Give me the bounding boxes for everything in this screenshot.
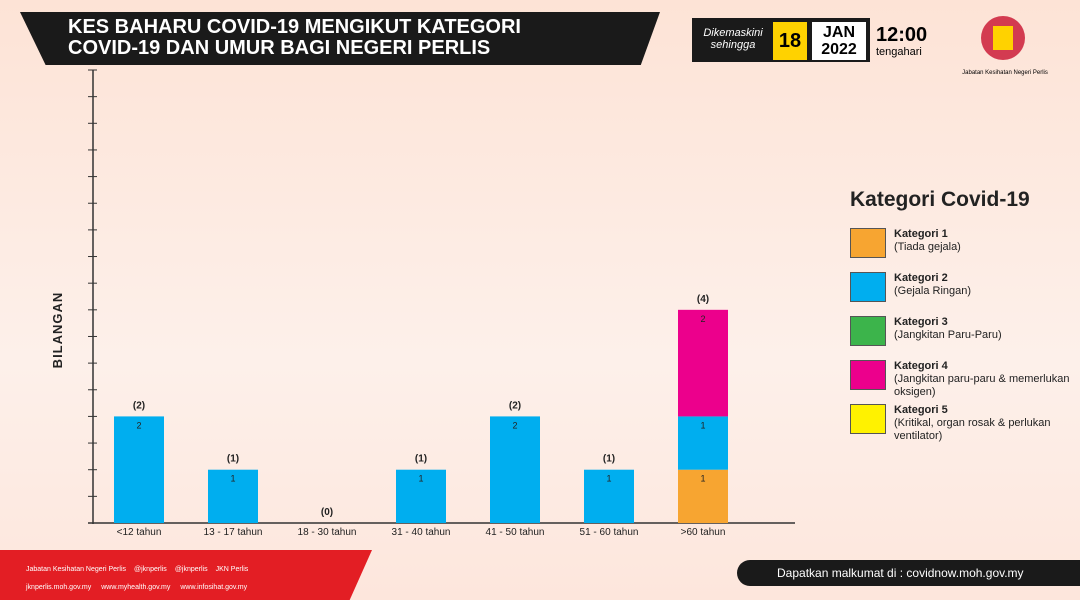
logo bbox=[981, 16, 1025, 60]
legend-text: Kategori 1 (Tiada gejala) bbox=[894, 228, 1074, 254]
bar-segment bbox=[490, 416, 540, 523]
legend-swatch bbox=[850, 272, 886, 302]
bar-segment bbox=[678, 416, 728, 470]
title-line: KES BAHARU COVID-19 MENGIKUT KATEGORI bbox=[68, 16, 521, 38]
segment-label: 2 bbox=[700, 314, 705, 324]
legend-description: (Gejala Ringan) bbox=[894, 285, 972, 297]
y-axis-label: BILANGAN bbox=[50, 292, 65, 369]
link: jknperlis.moh.gov.my bbox=[26, 584, 92, 591]
segment-label: 1 bbox=[606, 474, 611, 484]
x-tick-label: 51 - 60 tahun bbox=[580, 527, 639, 538]
total-label: (0) bbox=[321, 507, 333, 518]
link: www.infosihat.gov.my bbox=[180, 584, 248, 591]
bar-segment bbox=[396, 469, 446, 523]
legend-text: Kategori 5 (Kritikal, organ rosak & perlu… bbox=[894, 404, 1074, 443]
segment-label: 1 bbox=[700, 420, 705, 430]
bar-segment bbox=[678, 309, 728, 417]
x-tick-label: >60 tahun bbox=[681, 527, 726, 538]
total-label: (1) bbox=[415, 454, 427, 465]
x-tick-label: <12 tahun bbox=[117, 527, 162, 538]
links-row: jknperlis.moh.gov.my www.myhealth.gov.my… bbox=[26, 584, 247, 591]
logo-caption: Jabatan Kesihatan Negeri Perlis bbox=[962, 70, 1048, 76]
legend-name: Kategori 5 bbox=[894, 404, 948, 416]
updated-label: Dikemaskini sehingga bbox=[698, 27, 768, 51]
segment-label: 2 bbox=[512, 420, 517, 430]
total-label: (4) bbox=[697, 294, 709, 305]
total-label: (1) bbox=[603, 454, 615, 465]
time-period: tengahari bbox=[876, 46, 922, 58]
x-tick-label: 18 - 30 tahun bbox=[298, 527, 357, 538]
time: 12:00 bbox=[876, 24, 928, 46]
legend-text: Kategori 3 (Jangkitan Paru-Paru) bbox=[894, 316, 1074, 342]
legend-title: Kategori Covid-19 bbox=[850, 188, 1030, 211]
social-row: Jabatan Kesihatan Negeri Perlis @jknperl… bbox=[26, 566, 248, 573]
legend-description: (Jangkitan Paru-Paru) bbox=[894, 329, 1002, 341]
legend-swatch bbox=[850, 316, 886, 346]
bar-segment bbox=[678, 469, 728, 523]
source-note: Dapatkan malkumat di : covidnow.moh.gov.… bbox=[737, 560, 1080, 586]
bar-segment bbox=[208, 469, 258, 523]
segment-label: 1 bbox=[230, 474, 235, 484]
legend-description: (Tiada gejala) bbox=[894, 241, 961, 253]
label: Dikemaskini bbox=[703, 27, 763, 39]
x-tick-label: 41 - 50 tahun bbox=[486, 527, 545, 538]
bar-segment bbox=[584, 469, 634, 523]
legend-swatch bbox=[850, 404, 886, 434]
header-title: KES BAHARU COVID-19 MENGIKUT KATEGORI CO… bbox=[68, 17, 521, 59]
legend-description: (Jangkitan paru-paru & memerlukan oksige… bbox=[894, 373, 1070, 398]
bar-segment bbox=[114, 416, 164, 523]
segment-label: 1 bbox=[418, 474, 423, 484]
month: JAN bbox=[822, 24, 855, 41]
legend-name: Kategori 4 bbox=[894, 360, 948, 372]
link: www.myhealth.gov.my bbox=[101, 584, 171, 591]
header-banner bbox=[20, 12, 660, 65]
x-tick-label: 13 - 17 tahun bbox=[204, 527, 263, 538]
total-label: (2) bbox=[133, 400, 145, 411]
total-label: (1) bbox=[227, 454, 239, 465]
instagram: @jknperlis bbox=[174, 566, 208, 573]
title-line: COVID-19 DAN UMUR BAGI NEGERI PERLIS bbox=[68, 37, 491, 59]
total-label: (2) bbox=[509, 400, 521, 411]
facebook: Jabatan Kesihatan Negeri Perlis bbox=[26, 566, 127, 573]
day: 18 bbox=[773, 22, 807, 60]
segment-label: 1 bbox=[700, 474, 705, 484]
footer-banner bbox=[0, 550, 372, 600]
label: sehingga bbox=[710, 39, 756, 51]
twitter: @jknperlis bbox=[134, 566, 167, 573]
legend-name: Kategori 3 bbox=[894, 316, 948, 328]
youtube: JKN Perlis bbox=[215, 566, 249, 573]
legend-description: (Kritikal, organ rosak & perlukan ventil… bbox=[894, 417, 1051, 442]
x-tick-label: 31 - 40 tahun bbox=[392, 527, 451, 538]
legend-swatch bbox=[850, 360, 886, 390]
legend-text: Kategori 4 (Jangkitan paru-paru & memerlu… bbox=[894, 360, 1074, 399]
legend-name: Kategori 2 bbox=[894, 272, 948, 284]
legend-text: Kategori 2 (Gejala Ringan) bbox=[894, 272, 1074, 298]
year: 2022 bbox=[821, 41, 857, 58]
legend-swatch bbox=[850, 228, 886, 258]
month-year: JAN 2022 bbox=[812, 22, 866, 60]
segment-label: 2 bbox=[136, 420, 141, 430]
legend-name: Kategori 1 bbox=[894, 228, 948, 240]
